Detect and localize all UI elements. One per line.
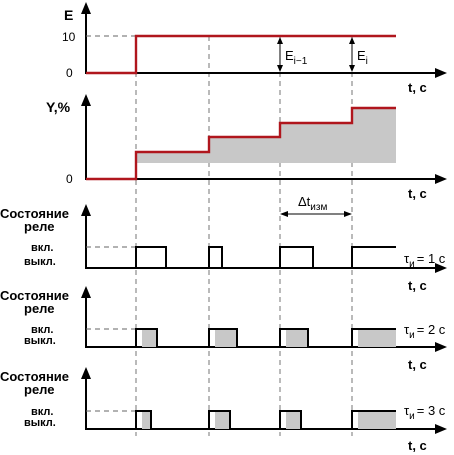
arrowhead bbox=[277, 37, 283, 44]
measure-interval-label: Δtизм bbox=[298, 194, 327, 213]
y-axis-arrow bbox=[81, 367, 91, 379]
relay-on-area bbox=[358, 329, 396, 347]
x-axis-arrow bbox=[435, 174, 447, 184]
y-axis-arrow bbox=[81, 204, 91, 216]
arrowhead bbox=[344, 211, 352, 217]
on-label: вкл. bbox=[31, 324, 53, 336]
off-label: выкл. bbox=[24, 256, 56, 268]
tau-value: = 1 c bbox=[417, 251, 446, 266]
off-label: выкл. bbox=[24, 335, 56, 347]
tau-value: = 3 c bbox=[417, 403, 446, 418]
output-panel: Y,% 0 t, c Δtизм bbox=[46, 94, 447, 217]
relay-on-area bbox=[286, 329, 308, 347]
on-label: вкл. bbox=[31, 242, 53, 254]
off-label: выкл. bbox=[24, 417, 56, 429]
relay-on-area bbox=[358, 411, 396, 429]
y-tick-label: 0 bbox=[66, 172, 73, 186]
e-curr-label: Ei bbox=[357, 48, 368, 67]
relay-on-area bbox=[215, 411, 230, 429]
tau-subscript: и bbox=[409, 411, 415, 422]
x-axis-arrow bbox=[435, 263, 447, 273]
relay-title-line1: Состояние bbox=[0, 288, 69, 303]
output-area bbox=[136, 108, 396, 163]
arrowhead bbox=[277, 65, 283, 72]
arrowhead bbox=[280, 211, 288, 217]
tau-symbol: τ bbox=[404, 322, 410, 337]
x-axis-label: t, c bbox=[408, 438, 427, 453]
x-axis-label: t, c bbox=[408, 278, 427, 293]
relay-state-line bbox=[86, 410, 396, 430]
relay-on-area bbox=[286, 411, 301, 429]
relay-title-line1: Состояние bbox=[0, 369, 69, 384]
interval-guides bbox=[135, 36, 353, 436]
error-signal-line bbox=[86, 34, 396, 75]
tau-symbol: τ bbox=[404, 251, 410, 266]
arrowhead bbox=[349, 37, 355, 44]
x-axis-label: t, c bbox=[408, 357, 427, 372]
y-tick-label: 0 bbox=[66, 66, 73, 80]
y-tick-label: 10 bbox=[62, 30, 76, 44]
tau-label: τи = 3 c bbox=[404, 403, 446, 422]
relay-title-line1: Состояние bbox=[0, 206, 69, 221]
relay-state-line bbox=[86, 246, 396, 269]
output-signal-line bbox=[86, 106, 396, 181]
tau-label: τи = 1 c bbox=[404, 251, 446, 270]
x-axis-arrow bbox=[435, 342, 447, 352]
x-axis-arrow bbox=[435, 424, 447, 434]
y-axis-label: E bbox=[64, 7, 73, 23]
error-panel: E 10 0 Ei−1 Ei t, c bbox=[62, 2, 447, 95]
y-axis-arrow bbox=[81, 286, 91, 298]
relay-title-line2: реле bbox=[24, 382, 55, 397]
relay-on-area bbox=[142, 329, 157, 347]
x-axis-arrow bbox=[435, 68, 447, 78]
arrowhead bbox=[349, 65, 355, 72]
tau-value: = 2 c bbox=[417, 322, 446, 337]
relay-on-area bbox=[215, 329, 237, 347]
relay-on-area bbox=[142, 411, 151, 429]
e-prev-label: Ei−1 bbox=[285, 48, 308, 67]
y-axis-arrow bbox=[81, 94, 91, 106]
tau-subscript: и bbox=[409, 259, 415, 270]
relay-title-line2: реле bbox=[24, 219, 55, 234]
tau-symbol: τ bbox=[404, 403, 410, 418]
tau-subscript: и bbox=[409, 330, 415, 341]
relay-state-line bbox=[86, 328, 396, 348]
on-label: вкл. bbox=[31, 406, 53, 418]
y-axis-arrow bbox=[81, 2, 91, 14]
y-axis-label: Y,% bbox=[46, 99, 71, 115]
relay-title-line2: реле bbox=[24, 301, 55, 316]
tau-label: τи = 2 c bbox=[404, 322, 446, 341]
x-axis-label: t, c bbox=[408, 186, 427, 201]
x-axis-label: t, c bbox=[408, 80, 427, 95]
